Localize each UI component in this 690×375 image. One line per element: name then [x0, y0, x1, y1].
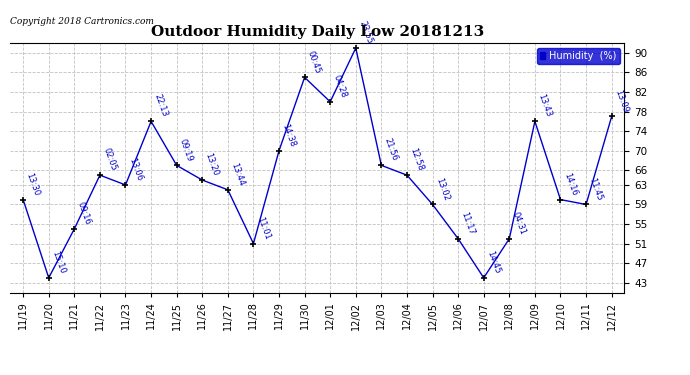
Text: 12:58: 12:58	[408, 147, 425, 172]
Text: 15:10: 15:10	[50, 250, 67, 275]
Title: Outdoor Humidity Daily Low 20181213: Outdoor Humidity Daily Low 20181213	[151, 25, 484, 39]
Text: 02:05: 02:05	[101, 147, 118, 172]
Text: 14:38: 14:38	[280, 122, 297, 148]
Text: 14:16: 14:16	[562, 171, 578, 197]
Text: 14:45: 14:45	[485, 250, 502, 275]
Text: 09:19: 09:19	[178, 137, 195, 163]
Text: 11:45: 11:45	[587, 176, 604, 202]
Text: 13:30: 13:30	[25, 171, 41, 197]
Text: 23:55: 23:55	[357, 20, 374, 45]
Text: 13:44: 13:44	[229, 162, 246, 187]
Text: 21:56: 21:56	[383, 137, 400, 163]
Text: 11:17: 11:17	[460, 210, 476, 236]
Text: 13:02: 13:02	[434, 176, 451, 202]
Text: Copyright 2018 Cartronics.com: Copyright 2018 Cartronics.com	[10, 17, 155, 26]
Text: 11:01: 11:01	[255, 215, 271, 241]
Legend: Humidity  (%): Humidity (%)	[537, 48, 620, 64]
Text: 09:16: 09:16	[76, 201, 92, 226]
Text: 13:06: 13:06	[127, 156, 144, 182]
Text: 13:09: 13:09	[613, 88, 630, 114]
Text: 22:13: 22:13	[152, 93, 169, 118]
Text: 13:20: 13:20	[204, 152, 220, 177]
Text: 13:43: 13:43	[536, 93, 553, 118]
Text: 04:31: 04:31	[511, 210, 527, 236]
Text: 04:28: 04:28	[332, 74, 348, 99]
Text: 00:45: 00:45	[306, 49, 323, 75]
